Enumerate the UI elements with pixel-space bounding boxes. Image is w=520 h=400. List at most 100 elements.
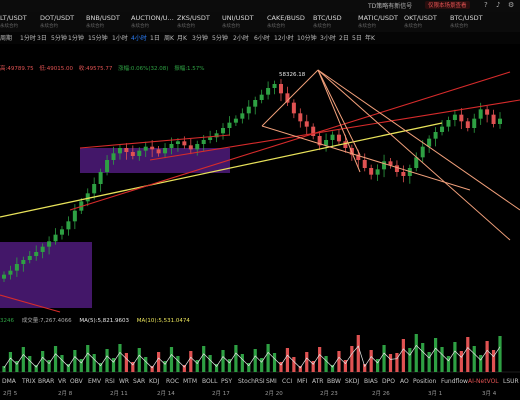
volume-bar[interactable] bbox=[350, 346, 354, 372]
interval-item[interactable]: 1分钟 bbox=[68, 35, 84, 42]
range-box-lower[interactable] bbox=[0, 242, 92, 308]
candle-body[interactable] bbox=[208, 137, 213, 140]
volume-bar[interactable] bbox=[272, 353, 277, 372]
candle-body[interactable] bbox=[278, 84, 283, 94]
candle-body[interactable] bbox=[156, 149, 161, 154]
candle-body[interactable] bbox=[137, 150, 142, 156]
indicator-tab[interactable]: StochRSI bbox=[238, 378, 265, 385]
volume-bar[interactable] bbox=[124, 353, 128, 372]
indicator-tab[interactable]: ATR bbox=[312, 378, 324, 385]
ticker-item[interactable]: OKT/USDT 永续合约 bbox=[404, 14, 437, 32]
volume-bar[interactable] bbox=[279, 362, 283, 372]
candle-body[interactable] bbox=[440, 126, 445, 132]
candle-body[interactable] bbox=[53, 234, 58, 242]
candle-body[interactable] bbox=[27, 256, 32, 260]
volume-bar[interactable] bbox=[111, 358, 116, 372]
candle-body[interactable] bbox=[130, 152, 135, 156]
candle-body[interactable] bbox=[272, 84, 277, 88]
volume-bar[interactable] bbox=[285, 348, 290, 372]
candle-body[interactable] bbox=[298, 113, 303, 122]
trendline-red-lower[interactable] bbox=[0, 294, 61, 313]
ticker-item[interactable]: UNI/USDT 永续合约 bbox=[222, 14, 254, 32]
candle-body[interactable] bbox=[369, 168, 374, 175]
indicator-tab[interactable]: AO bbox=[400, 378, 409, 385]
volume-bar[interactable] bbox=[491, 350, 496, 372]
candle-body[interactable] bbox=[21, 260, 26, 264]
volume-bar[interactable] bbox=[253, 349, 257, 372]
candle-body[interactable] bbox=[8, 270, 13, 275]
volume-bar[interactable] bbox=[169, 347, 174, 372]
candle-body[interactable] bbox=[233, 118, 238, 123]
candle-body[interactable] bbox=[266, 88, 271, 95]
interval-item[interactable]: 2小时 bbox=[233, 35, 249, 42]
indicator-tab[interactable]: ROC bbox=[166, 378, 180, 385]
volume-bar[interactable] bbox=[356, 335, 360, 372]
indicator-tab[interactable]: LSUR bbox=[503, 378, 519, 385]
volume-bar[interactable] bbox=[156, 352, 161, 372]
indicator-tab[interactable]: PSY bbox=[221, 378, 233, 385]
fan-line[interactable] bbox=[261, 69, 319, 127]
volume-bar[interactable] bbox=[2, 366, 6, 372]
bell-icon[interactable]: ♪ bbox=[496, 1, 501, 9]
volume-bar[interactable] bbox=[337, 351, 341, 372]
candle-body[interactable] bbox=[98, 172, 103, 184]
volume-bar[interactable] bbox=[240, 354, 244, 372]
volume-bar[interactable] bbox=[311, 361, 315, 372]
volume-bar[interactable] bbox=[305, 352, 309, 372]
interval-item[interactable]: 12小时 bbox=[274, 35, 294, 42]
interval-item[interactable]: 年K bbox=[365, 35, 375, 42]
volume-bar[interactable] bbox=[195, 360, 199, 372]
ticker-item[interactable]: LT/USDT 永续合约 bbox=[0, 14, 27, 32]
candle-body[interactable] bbox=[40, 246, 45, 252]
candle-body[interactable] bbox=[317, 136, 322, 146]
candle-body[interactable] bbox=[414, 157, 419, 168]
candle-body[interactable] bbox=[175, 141, 180, 144]
volume-bar[interactable] bbox=[15, 361, 19, 372]
interval-item[interactable]: 10分钟 bbox=[297, 35, 317, 42]
volume-bar[interactable] bbox=[330, 365, 335, 372]
candle-body[interactable] bbox=[14, 264, 19, 271]
volume-bar[interactable] bbox=[363, 364, 367, 372]
candle-body[interactable] bbox=[150, 146, 155, 150]
volume-bar[interactable] bbox=[369, 350, 373, 372]
ticker-item[interactable]: DOT/USDT 永续合约 bbox=[40, 14, 74, 32]
volume-bar[interactable] bbox=[376, 359, 380, 372]
trendline-yellow[interactable] bbox=[0, 122, 443, 218]
signal-title[interactable]: TD策略有新信号 bbox=[368, 3, 413, 10]
indicator-tab[interactable]: CCI bbox=[282, 378, 293, 385]
volume-bar[interactable] bbox=[466, 337, 470, 372]
indicator-tab[interactable]: BOLL bbox=[202, 378, 218, 385]
volume-bar[interactable] bbox=[202, 346, 206, 372]
candle-body[interactable] bbox=[285, 93, 290, 103]
trendline-red-2[interactable] bbox=[149, 99, 520, 161]
volume-bar[interactable] bbox=[395, 353, 399, 372]
indicator-tab[interactable]: MTM bbox=[183, 378, 198, 385]
volume-bar[interactable] bbox=[324, 356, 328, 372]
fan-line[interactable] bbox=[317, 69, 511, 241]
indicator-tab[interactable]: EMV bbox=[88, 378, 102, 385]
interval-item[interactable]: 5分钟 bbox=[51, 35, 67, 42]
candle-body[interactable] bbox=[117, 148, 122, 154]
candle-body[interactable] bbox=[124, 148, 129, 152]
candle-body[interactable] bbox=[259, 94, 264, 100]
candle-body[interactable] bbox=[498, 118, 502, 124]
candle-body[interactable] bbox=[362, 160, 367, 168]
candle-body[interactable] bbox=[394, 165, 399, 172]
volume-bar[interactable] bbox=[221, 350, 225, 372]
candle-body[interactable] bbox=[343, 141, 348, 148]
candle-body[interactable] bbox=[195, 144, 200, 150]
candle-body[interactable] bbox=[240, 113, 245, 119]
indicator-tab[interactable]: SAR bbox=[133, 378, 146, 385]
candle-body[interactable] bbox=[143, 146, 148, 151]
candle-body[interactable] bbox=[420, 146, 425, 158]
volume-bar[interactable] bbox=[247, 363, 251, 372]
volume-bar[interactable] bbox=[118, 344, 122, 372]
candle-body[interactable] bbox=[304, 121, 309, 127]
ticker-item[interactable]: BTC/USD 永续合约 bbox=[313, 14, 342, 32]
volume-bar[interactable] bbox=[343, 360, 348, 372]
candle-body[interactable] bbox=[246, 106, 251, 114]
indicator-tab[interactable]: KDJ bbox=[149, 378, 160, 385]
trendline-red-long[interactable] bbox=[69, 71, 511, 211]
volume-bar[interactable] bbox=[298, 366, 302, 372]
indicator-tab[interactable]: BIAS bbox=[364, 378, 378, 385]
